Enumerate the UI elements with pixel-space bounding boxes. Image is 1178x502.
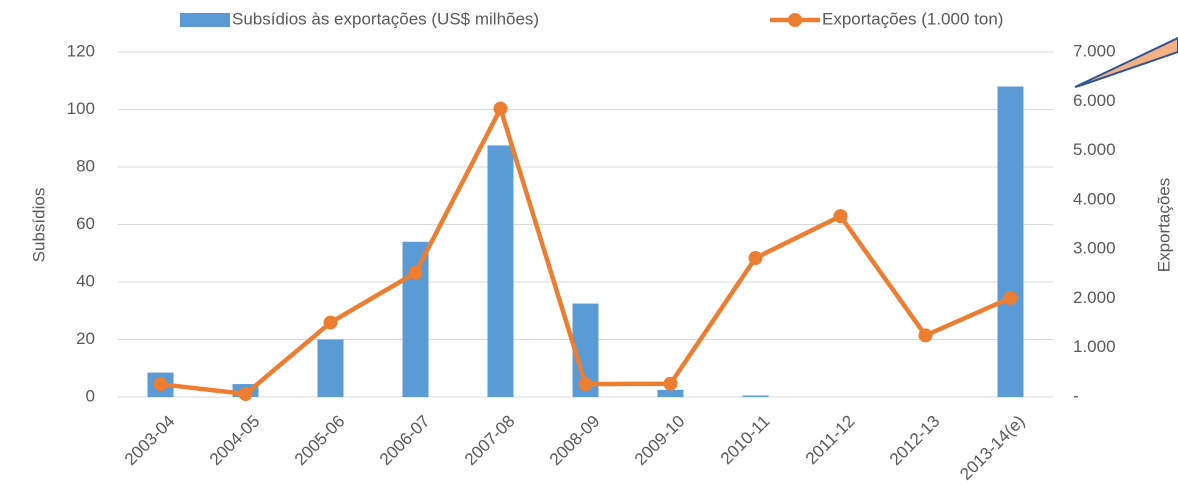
y2-tick-label: 4.000 (1073, 189, 1116, 208)
x-tick-label: 2012-13 (886, 412, 944, 470)
marker (323, 315, 338, 330)
bar (997, 86, 1024, 397)
legend-swatch (788, 13, 802, 27)
y2-tick-label: 6.000 (1073, 91, 1116, 110)
x-tick-label: 2013-14(e) (956, 412, 1028, 484)
bar (742, 395, 769, 397)
y2-tick-label: 3.000 (1073, 239, 1116, 258)
x-tick-label: 2011-12 (802, 412, 859, 469)
y2-tick-label: 1.000 (1073, 337, 1116, 356)
x-tick-label: 2004-05 (206, 412, 264, 470)
marker (578, 377, 593, 392)
y-axis-title: Subsídios (29, 188, 48, 263)
y-tick-label: 120 (67, 41, 95, 60)
decoration (1074, 36, 1178, 88)
x-tick-label: 2007-08 (461, 412, 519, 470)
bar (317, 339, 344, 397)
y-tick-label: 40 (76, 271, 95, 290)
bar (657, 389, 684, 397)
legend-swatch (180, 13, 230, 27)
bar (402, 241, 429, 397)
y2-tick-label: - (1073, 386, 1079, 405)
y2-tick-label: 5.000 (1073, 140, 1116, 159)
marker (833, 209, 848, 224)
x-tick-label: 2009-10 (631, 412, 689, 470)
bar (487, 145, 514, 397)
y2-axis-title: Exportações (1154, 178, 1173, 273)
marker (663, 376, 678, 391)
marker (748, 251, 763, 266)
marker (918, 328, 933, 343)
y-tick-label: 60 (76, 214, 95, 233)
marker (1003, 290, 1018, 305)
x-tick-label: 2005-06 (291, 412, 349, 470)
y2-tick-label: 7.000 (1073, 41, 1116, 60)
y-tick-label: 80 (76, 156, 95, 175)
marker (408, 265, 423, 280)
y2-tick-label: 2.000 (1073, 288, 1116, 307)
marker (493, 101, 508, 116)
marker (153, 377, 168, 392)
x-tick-label: 2008-09 (546, 412, 604, 470)
y-tick-label: 100 (67, 99, 95, 118)
y-tick-label: 20 (76, 329, 95, 348)
legend-label: Subsídios às exportações (US$ milhões) (232, 9, 539, 28)
marker (238, 387, 253, 402)
y-tick-label: 0 (86, 386, 95, 405)
x-tick-label: 2006-07 (376, 412, 434, 470)
x-tick-label: 2003-04 (121, 412, 179, 470)
x-tick-label: 2010-11 (717, 412, 774, 469)
legend-label: Exportações (1.000 ton) (822, 9, 1003, 28)
